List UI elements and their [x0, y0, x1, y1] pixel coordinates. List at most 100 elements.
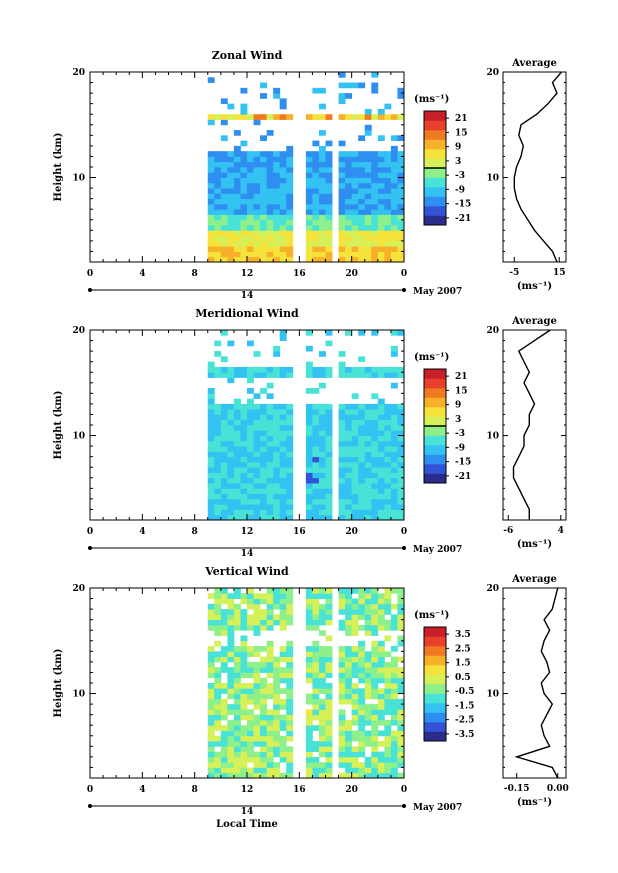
- heatmap-cell: [273, 767, 281, 774]
- heatmap-cell: [286, 456, 294, 463]
- heatmap-cell: [260, 214, 268, 221]
- heatmap-cell: [227, 656, 235, 663]
- heatmap-cell: [305, 467, 313, 473]
- heatmap-cell: [351, 656, 359, 663]
- heatmap-cell: [266, 767, 274, 774]
- heatmap-cell: [345, 230, 353, 237]
- heatmap-cell: [286, 256, 294, 263]
- heatmap-cell: [207, 167, 215, 173]
- heatmap-cell: [312, 161, 320, 168]
- heatmap-cell: [384, 762, 392, 768]
- average-units: (ms⁻¹): [517, 281, 552, 292]
- heatmap-cell: [247, 446, 254, 452]
- heatmap-cell: [266, 614, 274, 621]
- heatmap-cell: [240, 256, 248, 263]
- heatmap-cell: [279, 240, 287, 247]
- heatmap-cell: [351, 209, 359, 215]
- heatmap-cell: [305, 504, 313, 510]
- heatmap-cell: [240, 509, 248, 516]
- heatmap-cell: [240, 709, 248, 716]
- heatmap-cell: [397, 483, 405, 489]
- heatmap-cell: [390, 198, 398, 205]
- heatmap-cell: [318, 672, 326, 679]
- heatmap-cell: [214, 504, 222, 510]
- heatmap-cell: [397, 87, 405, 94]
- heatmap-cell: [377, 651, 385, 658]
- heatmap-cell: [273, 467, 281, 473]
- heatmap-cell: [253, 446, 261, 452]
- heatmap-cell: [253, 751, 261, 758]
- heatmap-cell: [220, 214, 228, 221]
- colorbar-tick-label: 9: [455, 143, 461, 153]
- heatmap-cell: [351, 409, 359, 415]
- heatmap-cell: [273, 198, 281, 205]
- heatmap-cell: [207, 683, 215, 689]
- heatmap-cell: [286, 514, 294, 521]
- heatmap-cell: [371, 741, 379, 747]
- heatmap-cell: [318, 372, 326, 378]
- heatmap-cell: [364, 598, 372, 605]
- heatmap-cell: [233, 693, 241, 700]
- heatmap-cell: [390, 646, 398, 652]
- heatmap-cell: [220, 741, 228, 747]
- heatmap-cell: [358, 746, 366, 753]
- heatmap-cell: [371, 151, 379, 157]
- average-y-tick-label: 10: [486, 174, 499, 184]
- average-title: Average: [511, 58, 557, 69]
- heatmap-cell: [220, 151, 228, 157]
- heatmap-cell: [358, 198, 366, 205]
- heatmap-cell: [390, 366, 398, 373]
- heatmap-cell: [220, 762, 228, 768]
- heatmap-cell: [345, 683, 353, 689]
- heatmap-cell: [227, 203, 235, 210]
- heatmap-cell: [351, 646, 359, 652]
- heatmap-cell: [364, 409, 372, 415]
- heatmap-cell: [371, 172, 379, 178]
- heatmap-cell: [253, 214, 261, 221]
- colorbar-swatch: [424, 636, 446, 647]
- heatmap-cell: [227, 256, 235, 263]
- heatmap-cell: [253, 630, 261, 636]
- heatmap-cell: [266, 193, 274, 200]
- heatmap-cell: [305, 435, 313, 442]
- heatmap-cell: [318, 240, 326, 247]
- heatmap-cell: [358, 256, 366, 263]
- heatmap-cell: [325, 698, 333, 705]
- heatmap-cell: [318, 87, 326, 94]
- heatmap-cell: [364, 683, 372, 689]
- heatmap-cell: [358, 182, 366, 189]
- heatmap-cell: [286, 409, 294, 415]
- heatmap-cell: [318, 472, 326, 479]
- heatmap-cell: [214, 403, 222, 410]
- heatmap-cell: [318, 425, 326, 431]
- heatmap-cell: [345, 767, 353, 774]
- heatmap-cell: [214, 446, 222, 452]
- heatmap-cell: [390, 203, 398, 210]
- heatmap-cell: [273, 225, 281, 231]
- heatmap-cell: [220, 409, 228, 415]
- heatmap-cell: [247, 156, 254, 163]
- heatmap-cell: [260, 514, 268, 521]
- heatmap-cell: [364, 730, 372, 737]
- heatmap-cell: [384, 709, 392, 716]
- heatmap-cell: [260, 388, 268, 394]
- heatmap-cell: [247, 698, 254, 705]
- heatmap-cell: [207, 498, 215, 505]
- heatmap-cell: [397, 435, 405, 442]
- heatmap-cell: [240, 661, 248, 668]
- heatmap-cell: [377, 398, 385, 405]
- heatmap-cell: [214, 151, 222, 157]
- heatmap-cell: [312, 209, 320, 215]
- heatmap-cell: [325, 693, 333, 700]
- heatmap-cell: [227, 209, 235, 215]
- heatmap-cell: [220, 698, 228, 705]
- heatmap-cell: [233, 219, 241, 226]
- colorbar-swatch: [424, 369, 446, 379]
- heatmap-cell: [279, 182, 287, 189]
- heatmap-cell: [220, 714, 228, 721]
- heatmap-cell: [266, 240, 274, 247]
- heatmap-cell: [253, 156, 261, 163]
- heatmap-cell: [233, 735, 241, 742]
- heatmap-cell: [338, 414, 346, 421]
- colorbar-swatch: [424, 120, 446, 131]
